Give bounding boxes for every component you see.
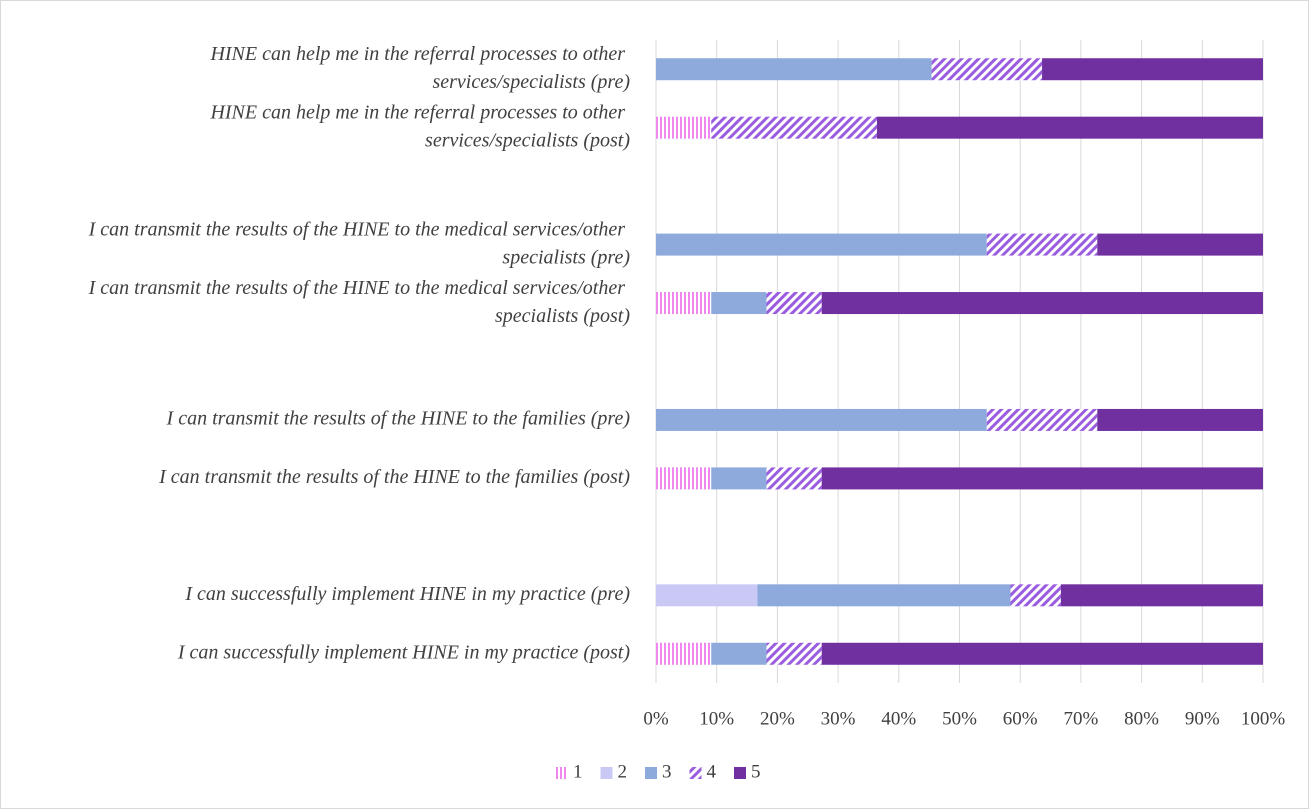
bar-segment xyxy=(766,467,822,490)
x-tick-label: 20% xyxy=(760,708,795,729)
bar-segment xyxy=(986,233,1098,256)
label-line: HINE can help me in the referral process… xyxy=(209,101,630,123)
legend-swatch xyxy=(556,767,568,779)
category-label: I can transmit the results of the HINE t… xyxy=(158,466,630,488)
bar-segment xyxy=(656,116,712,139)
bar-segment xyxy=(656,408,987,431)
legend-swatch xyxy=(645,767,657,779)
bar-segment xyxy=(1060,584,1263,607)
category-label: I can transmit the results of the HINE t… xyxy=(88,218,631,268)
bar-segment xyxy=(711,467,767,490)
legend-label: 3 xyxy=(662,761,672,782)
category-label: I can transmit the results of the HINE t… xyxy=(166,408,631,430)
legend-swatch xyxy=(689,767,702,779)
bar-segment xyxy=(1010,584,1061,607)
x-tick-label: 0% xyxy=(643,708,669,729)
bar-segment xyxy=(986,408,1098,431)
category-label: I can successfully implement HINE in my … xyxy=(184,583,630,605)
category-label: I can successfully implement HINE in my … xyxy=(177,641,630,663)
x-tick-label: 80% xyxy=(1124,708,1159,729)
bar-segment xyxy=(821,642,1263,665)
x-tick-label: 60% xyxy=(1003,708,1038,729)
category-label: HINE can help me in the referral process… xyxy=(209,101,630,151)
label-line: I can transmit the results of the HINE t… xyxy=(88,277,630,299)
bar-segment xyxy=(656,467,712,490)
label-line: services/specialists (post) xyxy=(425,129,630,151)
label-line: services/specialists (pre) xyxy=(432,71,630,93)
bar-segment xyxy=(766,642,822,665)
bar-segment xyxy=(757,584,1011,607)
bar-segment xyxy=(656,292,712,315)
legend-label: 2 xyxy=(618,761,628,782)
bar-segment xyxy=(821,467,1263,490)
legend-swatch xyxy=(600,767,613,779)
category-label: I can transmit the results of the HINE t… xyxy=(88,277,631,327)
bar-segment xyxy=(1042,58,1263,81)
bar-segment xyxy=(931,58,1043,81)
label-line: I can transmit the results of the HINE t… xyxy=(88,218,630,240)
bar-segment xyxy=(821,292,1263,315)
bar-segment xyxy=(656,584,758,607)
x-tick-label: 40% xyxy=(881,708,916,729)
legend-label: 1 xyxy=(573,761,583,782)
x-tick-label: 30% xyxy=(821,708,856,729)
bar-segment xyxy=(876,116,1263,139)
bar-segment xyxy=(766,292,822,315)
bar-segment xyxy=(656,233,987,256)
label-line: HINE can help me in the referral process… xyxy=(209,43,630,65)
label-line: specialists (post) xyxy=(495,305,630,327)
x-tick-label: 50% xyxy=(942,708,977,729)
bar-segment xyxy=(1097,233,1263,256)
bar-segment xyxy=(711,642,767,665)
label-line: specialists (pre) xyxy=(502,246,630,268)
x-tick-label: 90% xyxy=(1185,708,1220,729)
legend-swatch xyxy=(734,767,746,779)
bar-segment xyxy=(711,116,877,139)
bar-segment xyxy=(656,642,712,665)
legend-label: 4 xyxy=(707,761,717,782)
bar-segment xyxy=(711,292,767,315)
x-tick-label: 100% xyxy=(1241,708,1286,729)
legend-label: 5 xyxy=(751,761,761,782)
bar-segment xyxy=(656,58,932,81)
x-tick-label: 70% xyxy=(1063,708,1098,729)
category-label: HINE can help me in the referral process… xyxy=(209,43,630,93)
x-tick-label: 10% xyxy=(699,708,734,729)
bar-segment xyxy=(1097,408,1263,431)
